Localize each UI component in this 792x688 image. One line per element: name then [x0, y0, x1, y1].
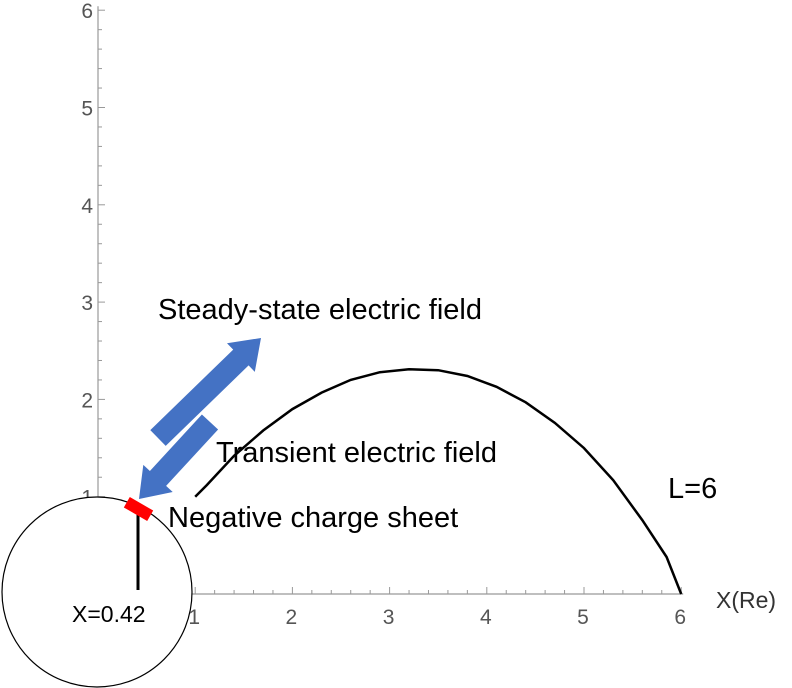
- y-tick-label: 4: [81, 195, 93, 218]
- transient-label: Transient electric field: [216, 437, 497, 469]
- field-line-curve: [194, 367, 683, 595]
- x-tick-label: 5: [577, 606, 589, 629]
- x-tick-label: 6: [674, 606, 686, 629]
- steady-state-label: Steady-state electric field: [158, 294, 482, 326]
- y-tick-label: 2: [81, 389, 93, 412]
- x-tick-label: 4: [480, 606, 492, 629]
- transient-arrow: [139, 414, 219, 499]
- charge-sheet-label: Negative charge sheet: [168, 502, 458, 534]
- x-tick-label: 2: [286, 606, 298, 629]
- earth-circle: [1, 496, 193, 688]
- y-tick-label: 6: [81, 0, 93, 23]
- y-tick-label: 3: [81, 292, 93, 315]
- y-tick-label: 5: [81, 98, 93, 121]
- x-tick-label: 3: [383, 606, 395, 629]
- negative-charge-sheet: [123, 497, 154, 521]
- x-tick-label: 1: [188, 606, 200, 629]
- earth-label: X=0.42: [72, 601, 146, 627]
- field-line-label: L=6: [668, 473, 717, 505]
- x-axis-label: X(Re): [716, 587, 776, 613]
- steady-state-arrow: [150, 338, 261, 446]
